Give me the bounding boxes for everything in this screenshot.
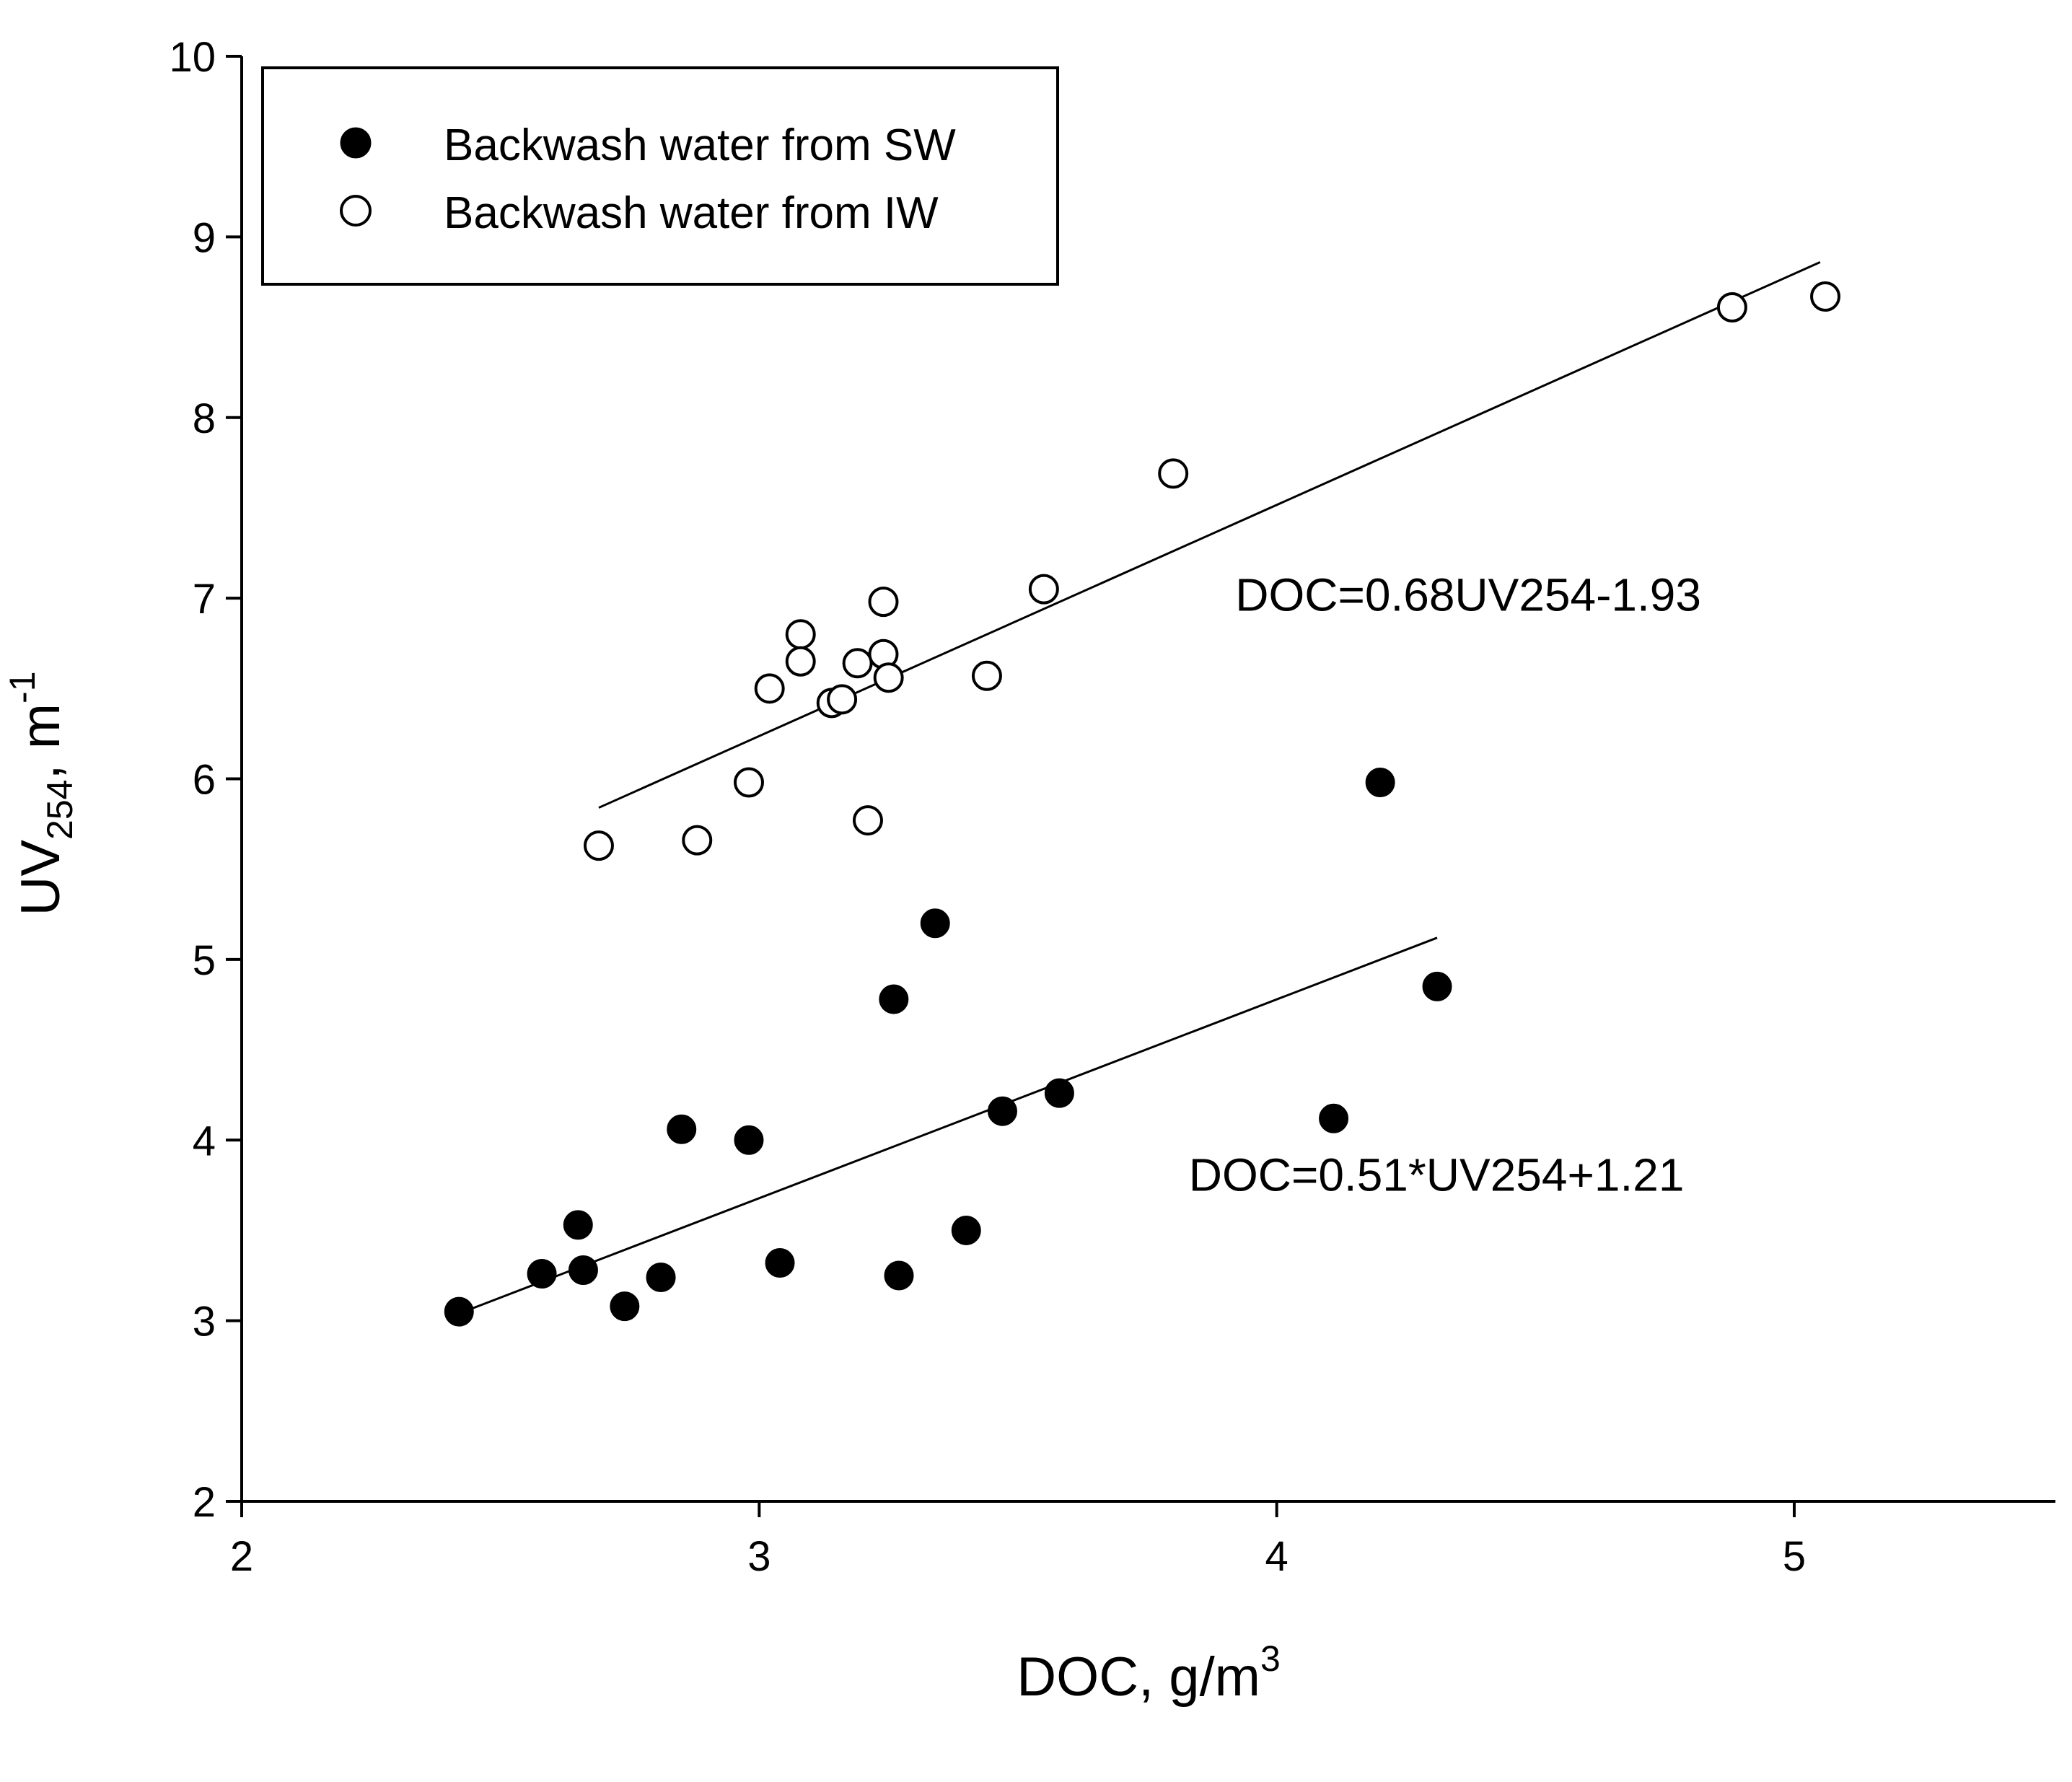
iw-fit-line <box>598 261 1821 809</box>
iw-data-point <box>754 673 785 704</box>
iw-data-point <box>971 660 1002 691</box>
sw-data-point <box>951 1215 981 1245</box>
iw-data-point <box>842 648 873 679</box>
equation-annotations: DOC=0.68UV254-1.93 DOC=0.51*UV254+1.21 <box>1189 569 1701 1201</box>
sw-data-point <box>734 1125 764 1155</box>
iw-data-point <box>1716 292 1747 323</box>
y-tick-label: 5 <box>193 937 216 984</box>
iw-data-point <box>733 767 764 798</box>
sw-data-point <box>920 908 950 939</box>
sw-data-point <box>568 1255 598 1286</box>
iw-equation-label: DOC=0.68UV254-1.93 <box>1235 569 1701 621</box>
sw-data-point <box>884 1260 914 1291</box>
y-tick-label: 7 <box>193 576 216 623</box>
sw-data-point <box>1319 1103 1349 1133</box>
legend: Backwash water from SW Backwash water fr… <box>261 66 1059 286</box>
regression-lines <box>458 261 1821 1315</box>
iw-data-point <box>868 587 899 618</box>
sw-equation-label: DOC=0.51*UV254+1.21 <box>1189 1149 1685 1201</box>
y-axis-title: UV254, m-1 <box>2 671 80 916</box>
iw-data-point <box>785 619 816 650</box>
y-tick-label: 2 <box>193 1479 216 1526</box>
iw-data-point <box>852 805 883 836</box>
sw-data-point <box>667 1114 697 1144</box>
sw-fit-line <box>458 936 1438 1315</box>
iw-data-point <box>1158 458 1189 489</box>
iw-data-point <box>1810 281 1841 312</box>
y-tick-label: 3 <box>193 1299 216 1346</box>
x-tick-label: 5 <box>1783 1533 1806 1580</box>
legend-label-sw: Backwash water from SW <box>444 120 956 170</box>
x-tick-label: 2 <box>230 1533 253 1580</box>
iw-data-point <box>827 684 858 715</box>
y-tick-label: 4 <box>193 1118 216 1164</box>
iw-data-point <box>873 662 904 693</box>
sw-data-point <box>879 984 909 1014</box>
x-tick-label: 3 <box>747 1533 771 1580</box>
x-tick-label: 4 <box>1265 1533 1289 1580</box>
sw-data-point <box>444 1296 474 1327</box>
legend-marker-sw <box>340 127 372 159</box>
legend-box <box>261 66 1059 286</box>
data-points <box>444 281 1841 1327</box>
y-tick-label: 10 <box>169 34 216 81</box>
y-tick-label: 6 <box>193 757 216 804</box>
sw-data-point <box>765 1248 795 1278</box>
sw-data-point <box>563 1210 593 1240</box>
y-tick-label: 8 <box>193 395 216 442</box>
sw-data-point <box>610 1291 640 1322</box>
legend-label-iw: Backwash water from IW <box>444 188 939 238</box>
iw-data-point <box>1028 574 1059 605</box>
iw-data-point <box>583 830 614 861</box>
sw-data-point <box>527 1259 557 1289</box>
sw-data-point <box>987 1096 1017 1126</box>
x-ticks: 2 3 4 5 <box>230 1501 1806 1580</box>
x-axis-title: DOC, g/m3 <box>1017 1638 1281 1708</box>
sw-data-point <box>1044 1078 1074 1108</box>
sw-data-point <box>646 1263 676 1293</box>
iw-data-point <box>682 825 713 856</box>
y-ticks: 2 3 4 5 6 7 8 9 10 <box>169 34 242 1526</box>
y-tick-label: 9 <box>193 214 216 261</box>
sw-data-point <box>1365 768 1395 798</box>
sw-data-point <box>1422 971 1452 1001</box>
iw-data-point <box>785 646 816 677</box>
legend-marker-iw <box>340 195 372 227</box>
